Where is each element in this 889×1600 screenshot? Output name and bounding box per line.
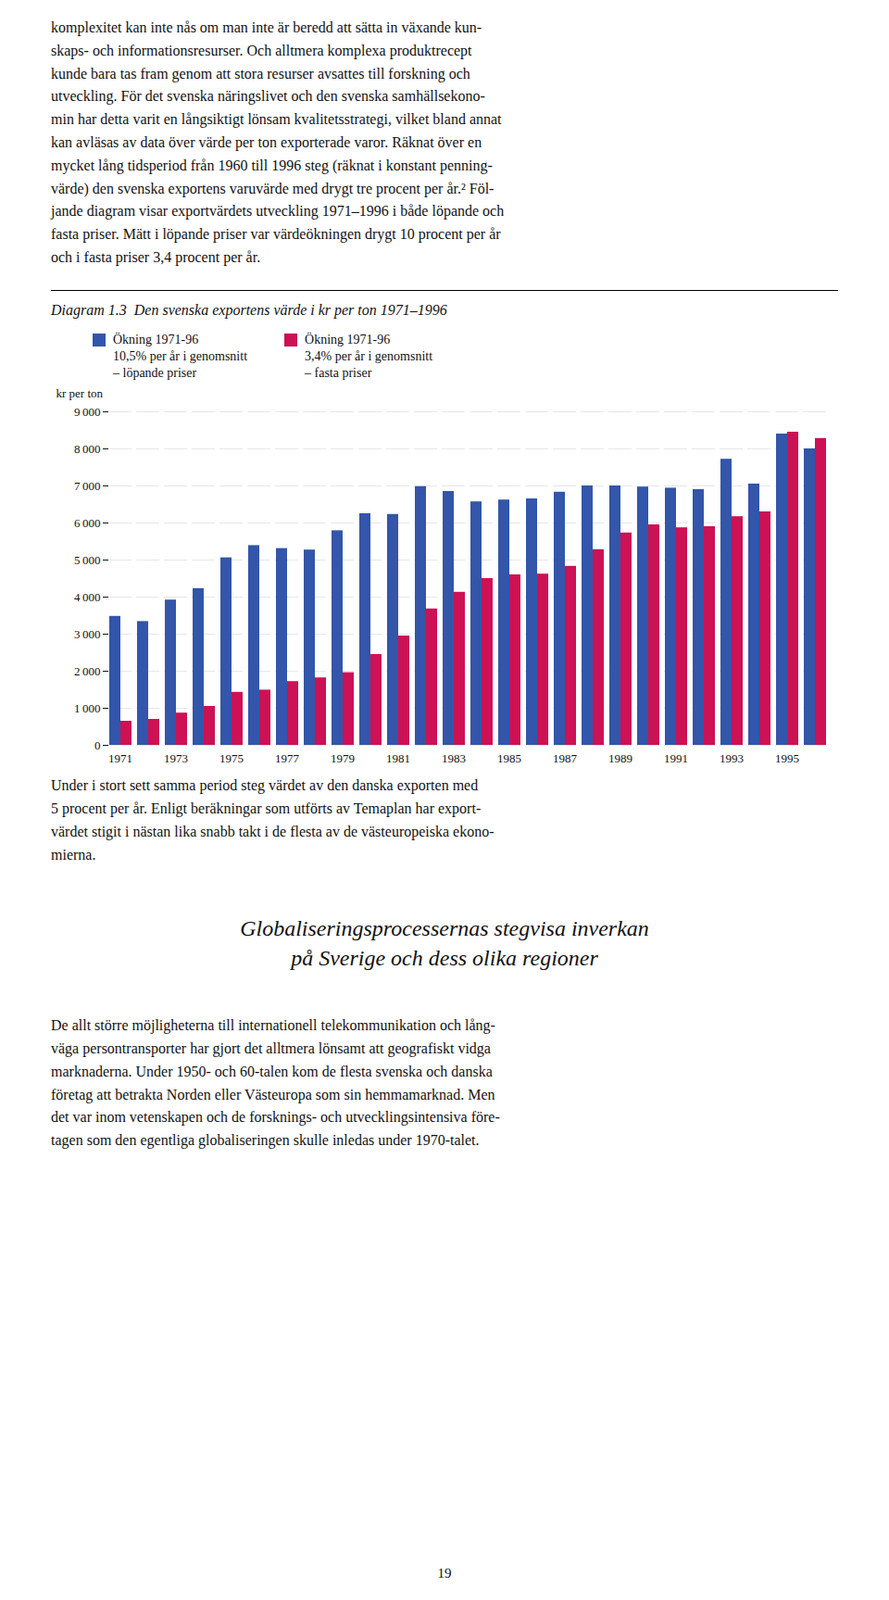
svg-text:1995: 1995 — [775, 751, 800, 765]
html-text:Diagram 1.3 Den svenska export: Diagram 1.3 Den svenska exportens värde … — [50, 301, 448, 318]
svg-text:1981: 1981 — [386, 751, 411, 765]
svg-text:1 000: 1 000 — [74, 701, 101, 715]
html-text:Ökning 1971-96 3,4% per år i g: Ökning 1971-96 3,4% per år i genomsnitt … — [304, 332, 433, 380]
html-text:Under i stort sett samma perio: Under i stort sett samma period steg vär… — [50, 777, 495, 862]
svg-text:1989: 1989 — [608, 751, 633, 765]
svg-text:6 000: 6 000 — [74, 515, 101, 530]
svg-text:5 000: 5 000 — [74, 552, 101, 567]
svg-text:2 000: 2 000 — [74, 663, 101, 678]
svg-text:1973: 1973 — [163, 751, 188, 765]
svg-text:1979: 1979 — [330, 751, 355, 765]
svg-text:1991: 1991 — [663, 751, 689, 765]
svg-text:1993: 1993 — [719, 751, 744, 765]
svg-text:7 000: 7 000 — [74, 478, 101, 493]
html-text:komplexitet kan inte nås om ma: komplexitet kan inte nås om man inte är … — [50, 19, 504, 265]
html-text:De allt större möjligheterna t: De allt större möjligheterna till intern… — [50, 1017, 500, 1148]
svg-text:4 000: 4 000 — [74, 589, 101, 604]
svg-text:1987: 1987 — [552, 751, 578, 765]
svg-text:1975: 1975 — [219, 751, 244, 765]
svg-text:1977: 1977 — [275, 751, 301, 765]
svg-text:3 000: 3 000 — [74, 626, 101, 641]
html-text:19: 19 — [437, 1565, 452, 1580]
svg-text:0: 0 — [94, 738, 101, 752]
svg-text:8 000: 8 000 — [74, 441, 101, 456]
svg-text:1985: 1985 — [497, 751, 522, 765]
svg-text:1983: 1983 — [441, 751, 466, 765]
svg-text:1971: 1971 — [108, 751, 133, 765]
svg-text:9 000: 9 000 — [74, 404, 101, 419]
html-text:Globaliseringsprocessernas ste: Globaliseringsprocessernas stegvisa inve… — [239, 915, 650, 970]
html-text:Ökning 1971-96 10,5% per år i: Ökning 1971-96 10,5% per år i genomsnitt… — [112, 332, 248, 380]
svg-text:kr per ton: kr per ton — [56, 386, 104, 401]
